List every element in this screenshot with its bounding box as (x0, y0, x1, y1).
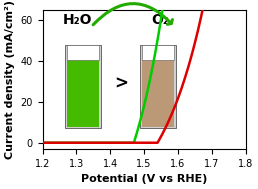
Text: >: > (115, 75, 129, 93)
Y-axis label: Current density (mA/cm²): Current density (mA/cm²) (5, 0, 15, 159)
Bar (65, 45, 101, 128)
Text: O₂: O₂ (151, 13, 169, 27)
Text: H₂O: H₂O (62, 13, 92, 27)
Bar (67, 45, 99, 60)
Bar (67, 60, 99, 127)
Bar (142, 60, 174, 127)
Bar (142, 45, 174, 60)
Bar (140, 45, 176, 128)
X-axis label: Potential (V vs RHE): Potential (V vs RHE) (81, 174, 207, 184)
